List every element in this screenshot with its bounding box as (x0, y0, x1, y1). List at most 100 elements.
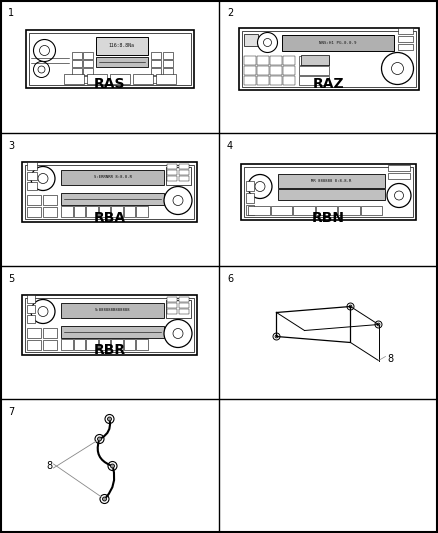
Circle shape (31, 166, 55, 190)
Circle shape (392, 62, 403, 75)
Bar (99, 206, 110, 216)
Bar (241, 164, 416, 220)
Bar (244, 76, 255, 85)
Bar (61, 303, 164, 318)
Bar (269, 55, 282, 64)
Text: 8: 8 (46, 461, 53, 471)
Bar (244, 55, 255, 64)
Circle shape (387, 183, 411, 207)
Circle shape (39, 45, 49, 55)
Bar (151, 68, 160, 75)
Text: RBN: RBN (312, 211, 345, 224)
Bar (248, 206, 269, 214)
Text: S:ERRNRR 8:8.8.R: S:ERRNRR 8:8.8.R (93, 175, 131, 179)
Bar (179, 303, 189, 308)
Bar (162, 68, 173, 75)
Bar (167, 309, 177, 313)
Circle shape (95, 434, 104, 443)
Bar (43, 340, 57, 350)
Circle shape (275, 335, 278, 338)
Text: 7: 7 (8, 407, 14, 417)
Bar (388, 173, 410, 179)
Circle shape (375, 321, 382, 328)
Bar (124, 206, 135, 216)
Bar (95, 36, 148, 54)
Text: 6: 6 (227, 274, 233, 284)
Circle shape (255, 182, 265, 191)
Bar (246, 181, 254, 190)
Bar (27, 172, 37, 180)
Bar (167, 175, 177, 181)
Bar (43, 195, 57, 205)
Circle shape (273, 333, 280, 340)
Circle shape (108, 462, 117, 471)
Bar (179, 175, 189, 181)
Bar (27, 314, 35, 322)
Circle shape (381, 52, 413, 85)
Bar (27, 295, 35, 303)
Bar (43, 206, 57, 216)
Bar (167, 296, 177, 302)
Bar (133, 74, 152, 84)
Bar (269, 66, 282, 75)
Bar (388, 165, 410, 171)
Circle shape (258, 33, 278, 52)
Text: RAZ: RAZ (313, 77, 344, 92)
Circle shape (395, 191, 403, 200)
Circle shape (33, 61, 49, 77)
Bar (162, 60, 173, 67)
Bar (28, 33, 191, 85)
Circle shape (105, 415, 114, 424)
Bar (71, 76, 81, 83)
Bar (162, 52, 173, 59)
Bar (110, 74, 130, 84)
Bar (74, 338, 85, 350)
Text: 5: 5 (8, 274, 14, 284)
Bar (25, 165, 194, 219)
Bar (22, 295, 197, 354)
Bar (257, 76, 268, 85)
Bar (151, 76, 160, 83)
Bar (71, 68, 81, 75)
Bar (299, 76, 328, 85)
Text: 1: 1 (8, 8, 14, 18)
Circle shape (38, 174, 48, 183)
Bar (244, 66, 255, 75)
Bar (27, 195, 41, 205)
Bar (300, 54, 328, 64)
Bar (61, 338, 73, 350)
Text: RBA: RBA (93, 211, 126, 224)
Text: 4: 4 (227, 141, 233, 151)
Text: RBR: RBR (93, 343, 126, 358)
Bar (61, 326, 164, 337)
Bar (71, 60, 81, 67)
Bar (244, 166, 413, 216)
Bar (82, 52, 92, 59)
Circle shape (102, 497, 106, 501)
Bar (179, 169, 189, 174)
Bar (151, 60, 160, 67)
Bar (136, 338, 148, 350)
Bar (99, 338, 110, 350)
Bar (155, 74, 176, 84)
Bar (167, 303, 177, 308)
Circle shape (31, 300, 55, 324)
Bar (246, 192, 254, 203)
Bar (82, 60, 92, 67)
Circle shape (164, 187, 192, 214)
Bar (74, 206, 85, 216)
Bar (61, 192, 164, 205)
Circle shape (110, 464, 114, 468)
Bar (239, 28, 418, 90)
Bar (299, 66, 328, 75)
Bar (283, 55, 294, 64)
Bar (27, 182, 37, 190)
Bar (111, 338, 123, 350)
Text: 3: 3 (8, 141, 14, 151)
Bar (241, 30, 416, 86)
Bar (398, 28, 413, 34)
Bar (271, 206, 292, 214)
Bar (124, 338, 135, 350)
Bar (338, 206, 360, 214)
Bar (166, 166, 191, 184)
